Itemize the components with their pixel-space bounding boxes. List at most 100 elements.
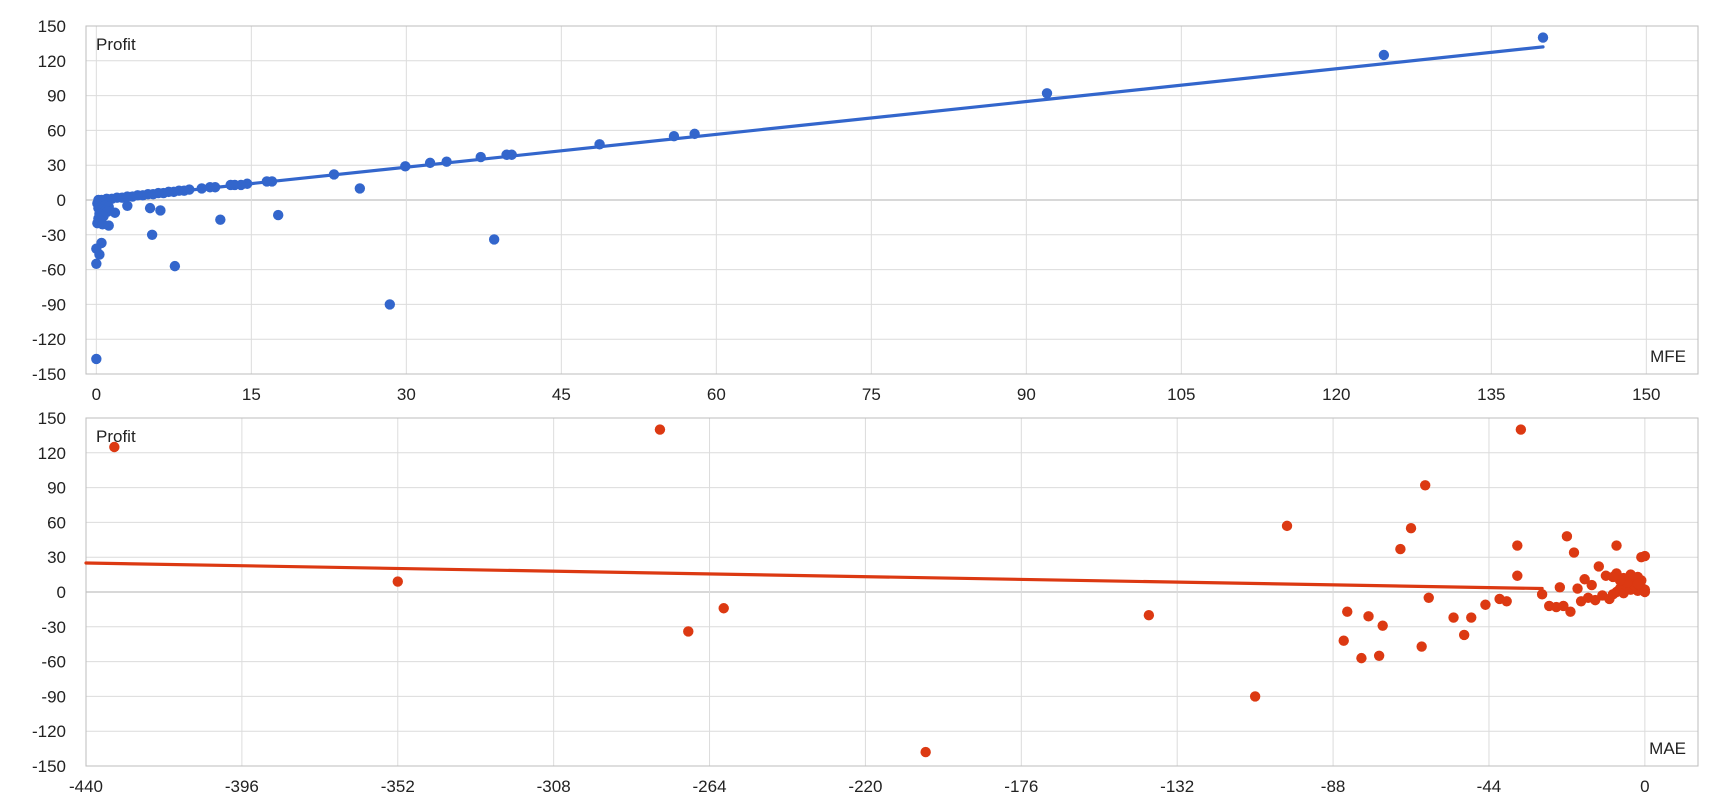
data-point (103, 220, 114, 231)
x-tick-label: -440 (69, 777, 103, 796)
y-tick-label: 60 (47, 513, 66, 532)
data-point (1249, 691, 1261, 702)
data-point (1342, 606, 1353, 617)
x-tick-label: 120 (1322, 385, 1350, 404)
data-point (1611, 540, 1622, 551)
y-tick-label: 120 (38, 444, 66, 463)
data-point (1512, 570, 1523, 581)
data-point (1480, 599, 1491, 610)
data-point (1423, 592, 1434, 603)
x-tick-label: 90 (1017, 385, 1036, 404)
x-tick-label: -308 (537, 777, 571, 796)
data-point (718, 603, 729, 614)
x-tick-label: 0 (1640, 777, 1649, 796)
data-point (109, 207, 121, 218)
trendline (94, 45, 1545, 202)
data-point (683, 626, 694, 637)
y-tick-label: -60 (41, 261, 66, 280)
data-point (1373, 650, 1385, 661)
data-point (1593, 561, 1605, 572)
x-tick-label: 45 (552, 385, 571, 404)
y-tick-label: 0 (57, 191, 66, 210)
y-tick-label: 150 (38, 17, 66, 36)
data-point (91, 353, 102, 365)
data-point (654, 424, 666, 435)
data-point (384, 299, 395, 310)
data-point (1281, 520, 1293, 532)
data-point (488, 234, 500, 245)
chart-panel-1: -150 -120 -90 -60 -30 0 30 60 90 120 150 0 15 30 45 60 7… (32, 17, 1699, 404)
data-point (1448, 612, 1459, 623)
data-point (1558, 600, 1569, 612)
data-point (920, 746, 931, 758)
x-tick-label: 150 (1632, 385, 1660, 404)
x-tick-label: -352 (381, 777, 415, 796)
data-point (1579, 574, 1590, 585)
data-point (1466, 612, 1477, 623)
data-point (1537, 32, 1549, 43)
data-point (1378, 49, 1390, 61)
data-point (1377, 620, 1388, 631)
y-tick-label: 0 (57, 583, 66, 602)
y-tick-label: 120 (38, 52, 66, 71)
y-tick-label: -150 (32, 365, 66, 384)
x-tick-label: -264 (693, 777, 727, 796)
data-point (122, 200, 133, 211)
data-point (1632, 578, 1643, 590)
x-tick-label: -176 (1004, 777, 1038, 796)
data-point (392, 576, 403, 587)
y-axis-title: Profit (96, 35, 136, 54)
data-point (1405, 523, 1417, 534)
data-point (215, 214, 226, 225)
trendline (84, 561, 1544, 591)
data-point (1356, 652, 1367, 664)
x-tick-label: 0 (92, 385, 101, 404)
data-point (1572, 583, 1583, 594)
data-point (144, 202, 156, 214)
x-tick-label: 105 (1167, 385, 1195, 404)
data-point (1501, 596, 1512, 607)
y-tick-label: -60 (41, 653, 66, 672)
data-point (273, 209, 284, 221)
data-point (1041, 88, 1053, 99)
data-point (1416, 641, 1427, 652)
x-tick-label: -88 (1321, 777, 1346, 796)
data-point (169, 260, 181, 272)
x-tick-label: 75 (862, 385, 881, 404)
data-point (146, 229, 158, 240)
data-point (1395, 543, 1406, 555)
y-tick-label: -30 (41, 618, 66, 637)
data-point (94, 249, 105, 260)
y-tick-label: 90 (47, 479, 66, 498)
data-point (1536, 589, 1548, 600)
y-axis-title: Profit (96, 427, 136, 446)
data-point (1565, 606, 1576, 617)
data-point (1515, 424, 1527, 435)
x-tick-label: 15 (242, 385, 261, 404)
y-tick-label: 60 (47, 121, 66, 140)
x-tick-label: -220 (848, 777, 882, 796)
data-point (1636, 552, 1647, 563)
data-point (1420, 480, 1431, 491)
y-tick-label: -150 (32, 757, 66, 776)
data-point (1458, 629, 1470, 641)
x-tick-label: 135 (1477, 385, 1505, 404)
data-point (1586, 579, 1597, 591)
y-tick-label: 150 (38, 409, 66, 428)
data-point (91, 258, 102, 269)
x-tick-label: -44 (1477, 777, 1502, 796)
x-tick-label: -132 (1160, 777, 1194, 796)
x-tick-label: -396 (225, 777, 259, 796)
plot-area-border (85, 25, 1699, 375)
y-tick-label: 90 (47, 87, 66, 106)
data-point (1338, 635, 1349, 646)
data-point (1512, 540, 1523, 551)
plot-area-border (85, 417, 1699, 767)
data-point (1363, 611, 1374, 622)
y-tick-label: -30 (41, 226, 66, 245)
data-point (354, 183, 366, 194)
x-tick-label: 60 (707, 385, 726, 404)
x-axis-title: MAE (1649, 739, 1686, 758)
